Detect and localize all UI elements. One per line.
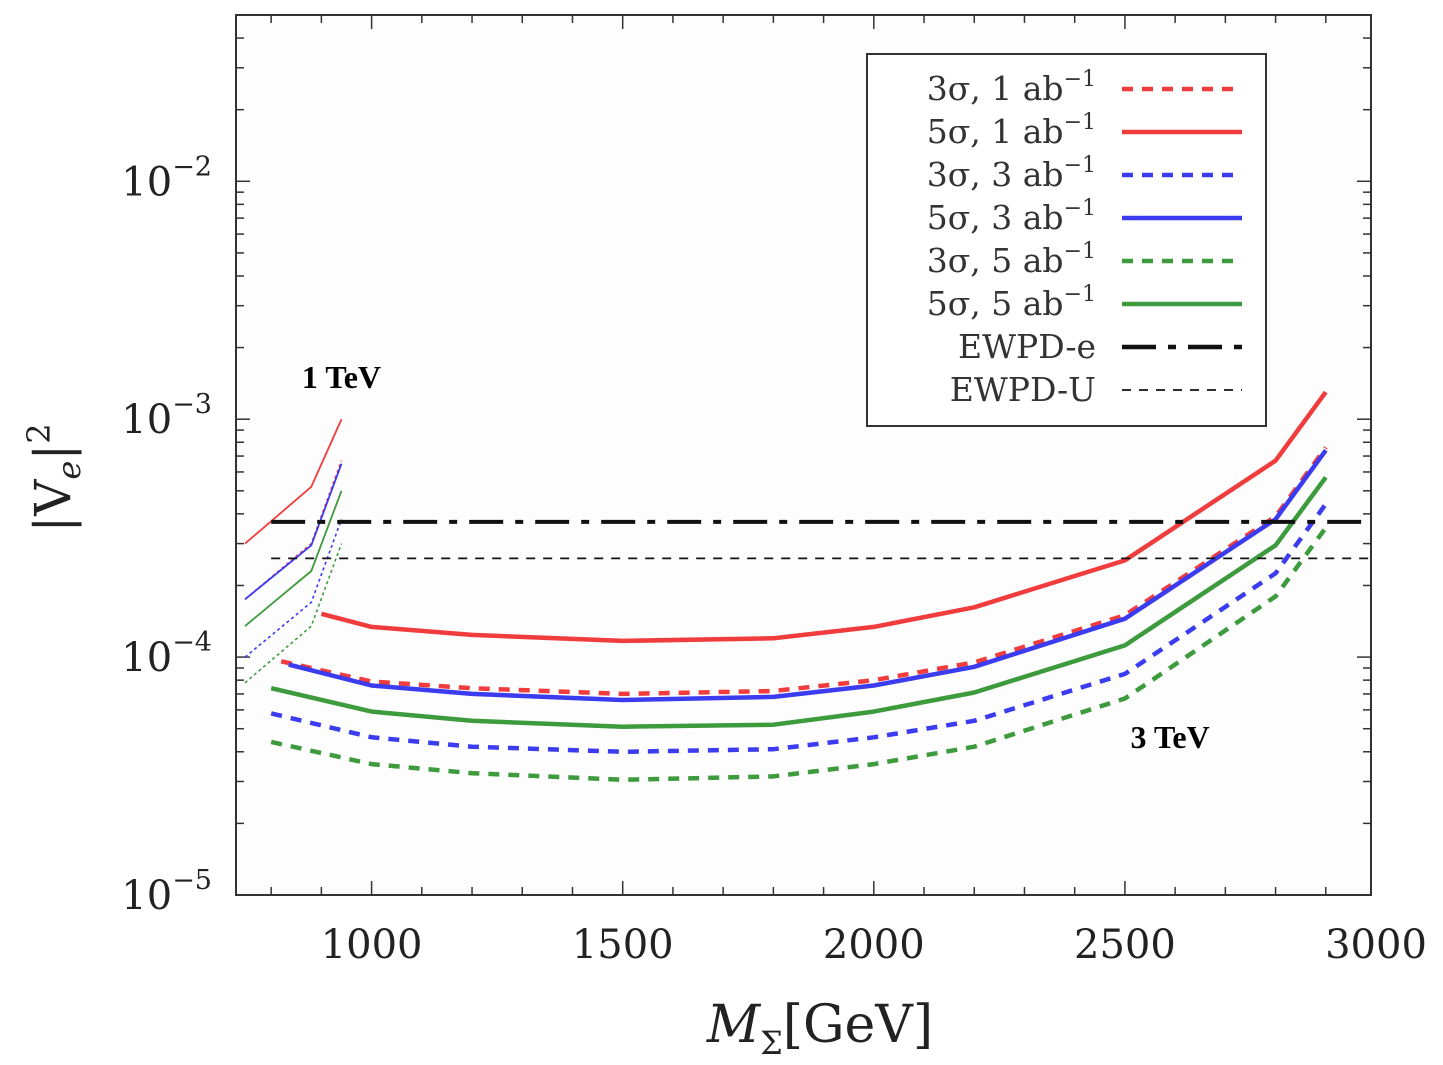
legend-label-main: 5σ, 3 ab <box>927 198 1064 237</box>
annotation-3tev: 3 TeV <box>1131 719 1210 755</box>
series-line <box>270 475 1328 729</box>
legend-label-main: 3σ, 5 ab <box>927 241 1064 280</box>
x-axis-title-main: M <box>706 995 762 1055</box>
series-line <box>288 448 1328 703</box>
y-axis-title-sub: e <box>50 461 88 480</box>
legend-label: EWPD-e <box>958 327 1096 366</box>
series-line <box>320 390 1328 644</box>
legend-entries: 3σ, 1 ab−15σ, 1 ab−13σ, 3 ab−15σ, 3 ab−1… <box>927 67 1242 409</box>
x-axis-title-sub: Σ <box>760 1024 783 1062</box>
y-tick-label-base: 10 <box>121 397 172 443</box>
x-tick-label: 3000 <box>1325 922 1427 968</box>
y-tick-label: 10−2 <box>121 151 212 205</box>
legend-label-sup: −1 <box>1064 153 1096 178</box>
legend-label-main: 3σ, 1 ab <box>927 69 1064 108</box>
legend-label: EWPD-U <box>950 370 1096 409</box>
legend-label: 3σ, 5 ab−1 <box>927 239 1096 280</box>
y-tick-label-exp: −3 <box>172 389 212 420</box>
y-tick-label-exp: −2 <box>172 151 212 182</box>
x-tick-label: 2000 <box>823 922 925 968</box>
y-axis-ticks <box>236 14 1371 896</box>
series-lines <box>270 390 1371 783</box>
legend-label: 5σ, 1 ab−1 <box>927 110 1096 151</box>
legend-label-main: 5σ, 1 ab <box>927 112 1064 151</box>
legend-label-sup: −1 <box>1064 110 1096 135</box>
x-axis-ticks <box>270 15 1327 895</box>
inset-curve <box>244 490 343 627</box>
y-tick-label: 10−4 <box>121 627 212 681</box>
y-axis-title: |Ve|2 <box>20 423 88 532</box>
series-line <box>280 446 1328 697</box>
x-tick-labels: 1000 1500 2000 2500 3000 <box>321 922 1427 968</box>
inset-curve <box>244 518 343 658</box>
legend-label-main: 5σ, 5 ab <box>927 284 1064 323</box>
y-tick-label-base: 10 <box>121 159 172 205</box>
inset-1tev-curves <box>244 418 343 684</box>
legend-box <box>866 53 1267 427</box>
y-tick-label-base: 10 <box>121 873 172 919</box>
y-tick-label-exp: −4 <box>172 627 212 658</box>
x-axis-title: MΣ[GeV] <box>706 995 933 1062</box>
legend-label: 3σ, 1 ab−1 <box>927 67 1096 108</box>
annotation-1tev: 1 TeV <box>302 359 381 395</box>
legend-label-sup: −1 <box>1064 239 1096 264</box>
x-axis-title-unit: [GeV] <box>783 995 933 1055</box>
y-tick-label: 10−3 <box>121 389 212 443</box>
legend-label-sup: −1 <box>1064 196 1096 221</box>
inset-curve <box>244 543 343 684</box>
plot-frame <box>235 14 1372 896</box>
y-tick-label-base: 10 <box>121 635 172 681</box>
legend-label: 5σ, 3 ab−1 <box>927 196 1096 237</box>
legend-label-sup: −1 <box>1064 282 1096 307</box>
legend-label: 3σ, 3 ab−1 <box>927 153 1096 194</box>
inset-curve <box>244 418 343 545</box>
legend: 3σ, 1 ab−15σ, 1 ab−13σ, 3 ab−15σ, 3 ab−1… <box>866 53 1267 427</box>
legend-label: 5σ, 5 ab−1 <box>927 282 1096 323</box>
legend-label-main: 3σ, 3 ab <box>927 155 1064 194</box>
y-axis-title-left: |V <box>24 479 82 533</box>
inset-curve <box>244 463 343 600</box>
legend-label-sup: −1 <box>1064 67 1096 92</box>
x-tick-label: 1000 <box>321 922 423 968</box>
y-tick-labels: 10−510−410−310−2 <box>121 151 212 919</box>
y-axis-title-sup: 2 <box>20 423 58 443</box>
y-tick-label: 10−5 <box>121 865 212 919</box>
x-tick-label: 2500 <box>1074 922 1176 968</box>
y-tick-label-exp: −5 <box>172 865 212 896</box>
y-axis-title-right: | <box>24 444 82 461</box>
x-tick-label: 1500 <box>572 922 674 968</box>
